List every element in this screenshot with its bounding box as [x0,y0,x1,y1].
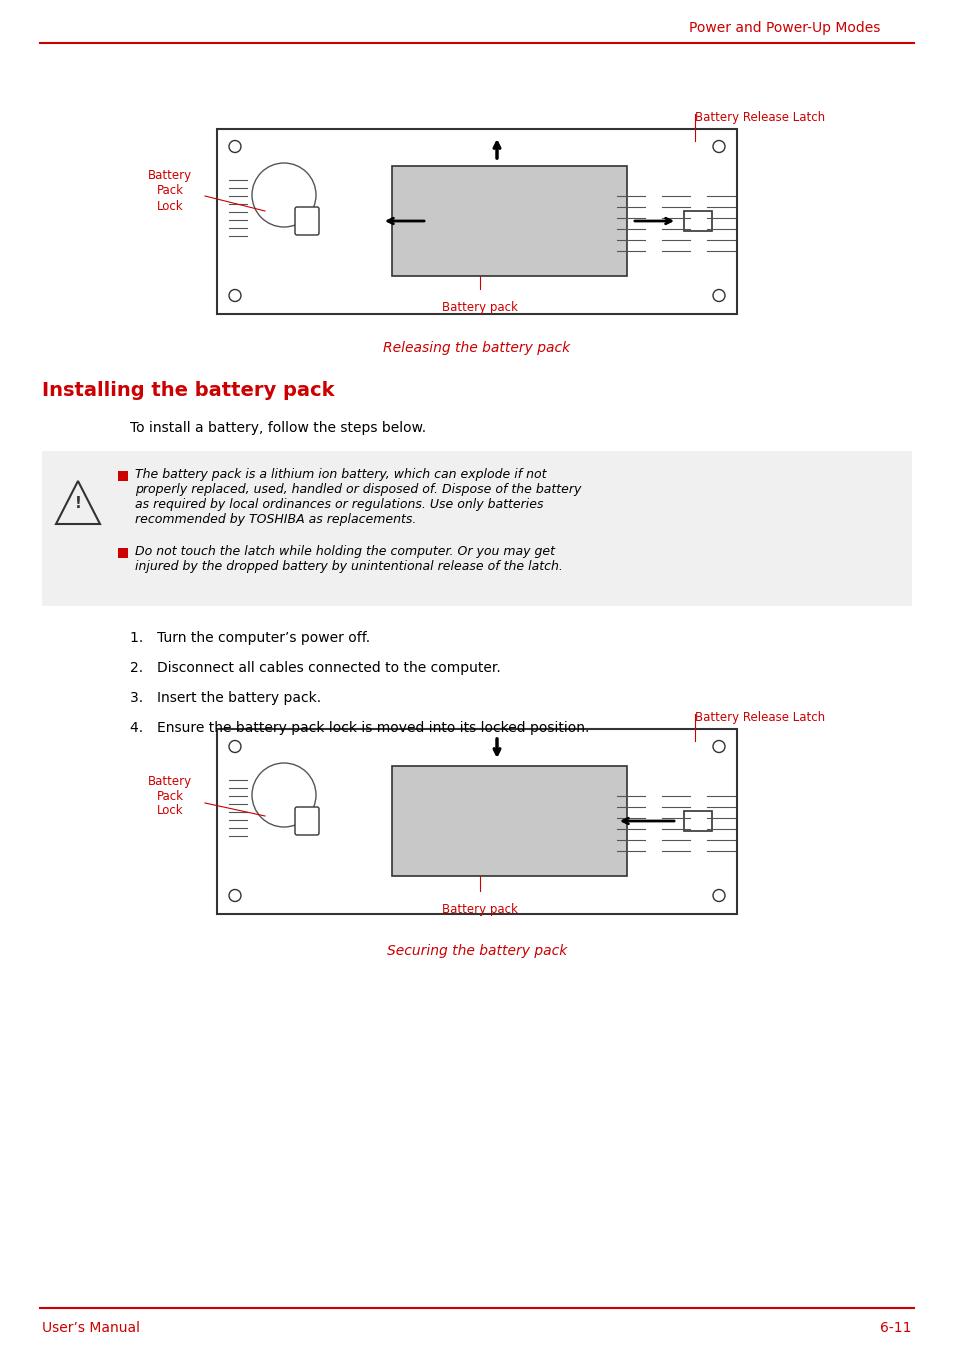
Text: Do not touch the latch while holding the computer. Or you may get
injured by the: Do not touch the latch while holding the… [135,544,562,573]
Text: Battery pack: Battery pack [441,902,517,916]
FancyBboxPatch shape [118,471,128,481]
Text: Battery Release Latch: Battery Release Latch [695,711,824,724]
Text: 1. Turn the computer’s power off.: 1. Turn the computer’s power off. [130,631,370,644]
Text: Installing the battery pack: Installing the battery pack [42,381,335,400]
Text: Battery pack: Battery pack [441,301,517,313]
Text: Releasing the battery pack: Releasing the battery pack [383,340,570,355]
Text: To install a battery, follow the steps below.: To install a battery, follow the steps b… [130,422,426,435]
Text: 3. Insert the battery pack.: 3. Insert the battery pack. [130,690,321,705]
FancyBboxPatch shape [294,207,318,235]
Text: Battery
Pack
Lock: Battery Pack Lock [148,774,192,817]
Text: Battery
Pack
Lock: Battery Pack Lock [148,169,192,212]
FancyBboxPatch shape [42,451,911,607]
Text: !: ! [74,496,81,511]
Polygon shape [392,766,626,875]
Text: 6-11: 6-11 [880,1321,911,1335]
Text: Power and Power-Up Modes: Power and Power-Up Modes [688,22,879,35]
Text: The battery pack is a lithium ion battery, which can explode if not
properly rep: The battery pack is a lithium ion batter… [135,467,580,526]
Polygon shape [392,166,626,276]
Text: User’s Manual: User’s Manual [42,1321,140,1335]
Text: 2. Disconnect all cables connected to the computer.: 2. Disconnect all cables connected to th… [130,661,500,676]
FancyBboxPatch shape [294,807,318,835]
Text: Battery Release Latch: Battery Release Latch [695,111,824,124]
Text: 4. Ensure the battery pack lock is moved into its locked position.: 4. Ensure the battery pack lock is moved… [130,721,589,735]
Text: Securing the battery pack: Securing the battery pack [387,944,566,958]
FancyBboxPatch shape [118,549,128,558]
